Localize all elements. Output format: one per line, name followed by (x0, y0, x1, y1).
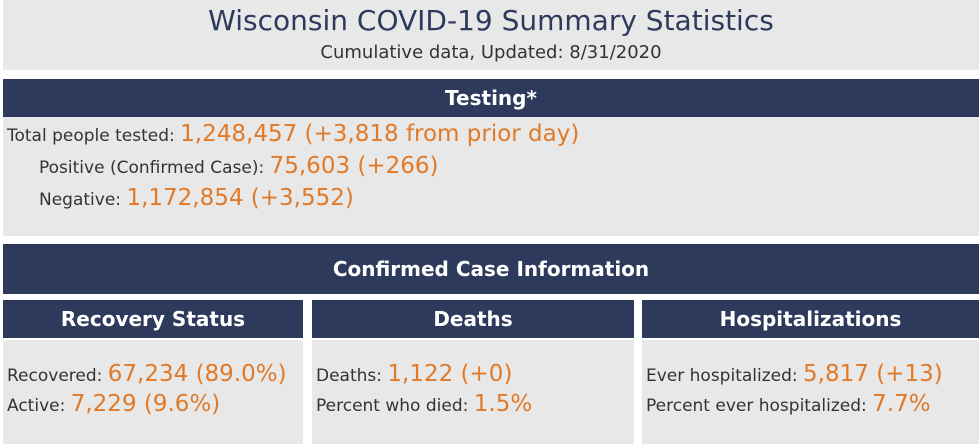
stat-value: 1,248,457 (+3,818 from prior day) (180, 121, 580, 147)
stat-value: 7,229 (9.6%) (70, 391, 221, 417)
stat-label: Total people tested: (7, 126, 175, 146)
stat-label: Recovered: (7, 366, 103, 386)
stat-row: Recovered: 67,234 (89.0%) (7, 361, 287, 387)
testing-body: Total people tested: 1,248,457 (+3,818 f… (3, 117, 979, 236)
subtitle: Cumulative data, Updated: 8/31/2020 (320, 42, 662, 63)
stat-value: 1,172,854 (+3,552) (126, 185, 354, 211)
stat-value: 7.7% (872, 391, 931, 417)
stat-row: Total people tested: 1,248,457 (+3,818 f… (7, 121, 579, 147)
confirmed-heading: Confirmed Case Information (3, 244, 979, 294)
stat-row: Deaths: 1,122 (+0) (316, 361, 512, 387)
title: Wisconsin COVID-19 Summary Statistics (208, 4, 774, 37)
stat-value: 67,234 (89.0%) (107, 361, 287, 387)
stat-row: Ever hospitalized: 5,817 (+13) (646, 361, 943, 387)
panel-body: Deaths: 1,122 (+0) Percent who died: 1.5% (312, 340, 634, 444)
stat-label: Percent who died: (316, 396, 469, 416)
stat-row: Positive (Confirmed Case): 75,603 (+266) (39, 153, 439, 179)
stat-label: Positive (Confirmed Case): (39, 158, 265, 178)
panel-heading: Deaths (312, 300, 634, 338)
stat-value: 75,603 (+266) (269, 153, 439, 179)
panel-heading: Recovery Status (3, 300, 303, 338)
stat-row: Active: 7,229 (9.6%) (7, 391, 220, 417)
panel-body: Recovered: 67,234 (89.0%) Active: 7,229 (… (3, 340, 303, 444)
stat-label: Active: (7, 396, 66, 416)
stat-row: Percent ever hospitalized: 7.7% (646, 391, 931, 417)
testing-heading: Testing* (3, 79, 979, 117)
header: Wisconsin COVID-19 Summary Statistics Cu… (3, 0, 979, 70)
panel-body: Ever hospitalized: 5,817 (+13) Percent ev… (642, 340, 979, 444)
stat-value: 1,122 (+0) (387, 361, 513, 387)
stat-value: 1.5% (473, 391, 533, 417)
panel-heading: Hospitalizations (642, 300, 979, 338)
stat-label: Ever hospitalized: (646, 366, 798, 386)
stat-label: Deaths: (316, 366, 382, 386)
stat-label: Negative: (39, 190, 122, 210)
stat-row: Negative: 1,172,854 (+3,552) (39, 185, 354, 211)
stat-row: Percent who died: 1.5% (316, 391, 532, 417)
stat-label: Percent ever hospitalized: (646, 396, 867, 416)
stat-value: 5,817 (+13) (803, 361, 943, 387)
